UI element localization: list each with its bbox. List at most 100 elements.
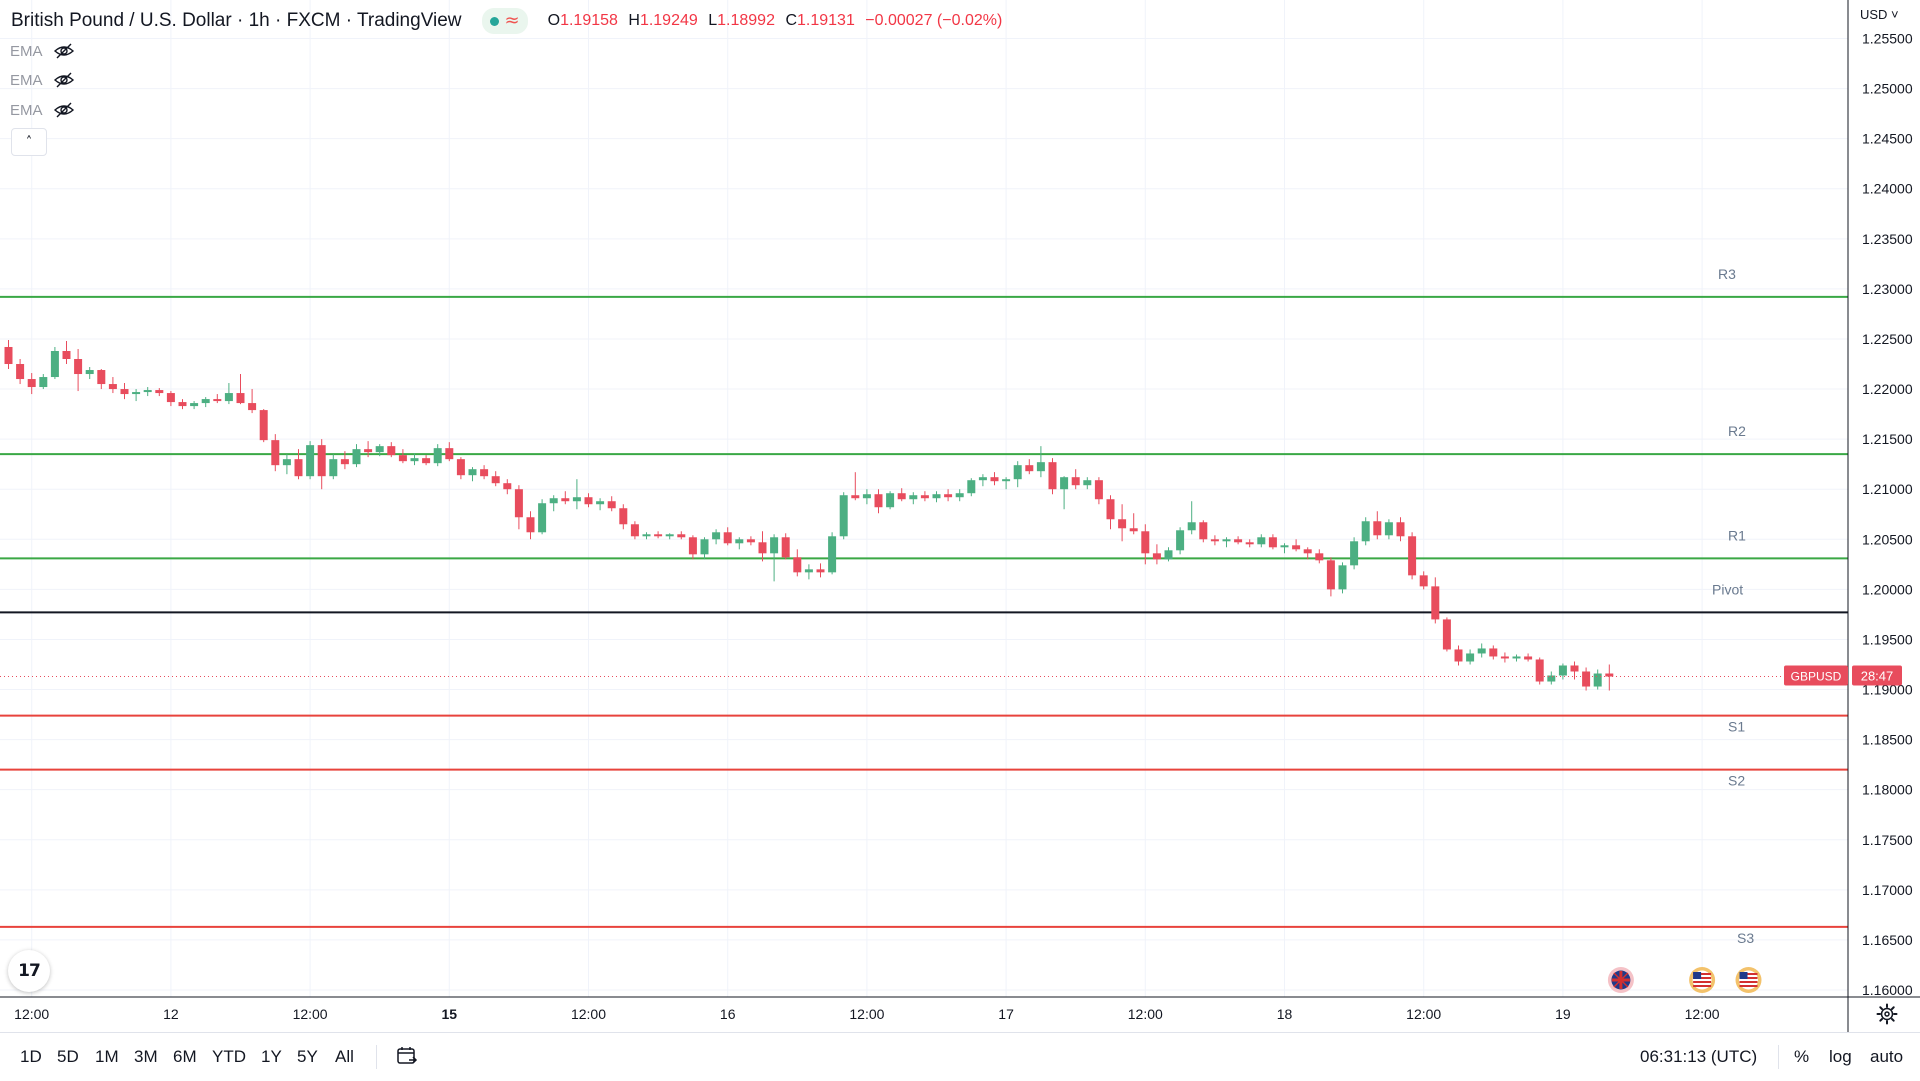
candle-body	[1361, 521, 1370, 542]
collapse-indicators-button[interactable]: ˄	[11, 128, 47, 156]
price-tick-label: 1.25500	[1862, 31, 1913, 47]
candle-body	[1106, 499, 1115, 520]
candle-body	[178, 402, 187, 407]
candle-body	[1083, 480, 1092, 486]
candle-body	[329, 459, 338, 477]
price-tick-label: 1.18500	[1862, 732, 1913, 748]
candle-body	[398, 455, 407, 462]
range-1m-button[interactable]: 1M	[95, 1047, 119, 1066]
candle-body	[155, 390, 164, 394]
price-tick-label: 1.24500	[1862, 131, 1913, 147]
candle-body	[886, 493, 895, 508]
candle-body	[1442, 619, 1451, 650]
candle-body	[561, 498, 570, 502]
low-label: L	[708, 12, 718, 29]
candle-body	[74, 359, 83, 375]
price-tick-label: 1.22500	[1862, 331, 1913, 347]
candle-body	[1245, 542, 1254, 545]
candle-body	[132, 392, 141, 395]
candle-body	[236, 393, 245, 404]
candle-body	[97, 370, 106, 385]
candle-body	[1535, 659, 1544, 682]
candle-body	[352, 449, 361, 465]
us-flag-icon[interactable]	[1735, 967, 1762, 993]
candle-body	[1222, 539, 1231, 542]
range-1y-button[interactable]: 1Y	[261, 1047, 282, 1066]
currency-selector[interactable]: USD ˅	[1860, 7, 1899, 22]
candle-body	[1500, 656, 1509, 659]
level-label-s3: S3	[1737, 930, 1754, 946]
candle-body	[816, 569, 825, 573]
candle-body	[862, 494, 871, 499]
level-label-pivot: Pivot	[1712, 581, 1743, 597]
candle-body	[445, 448, 454, 460]
candle-body	[978, 477, 987, 481]
candle-body	[839, 495, 848, 537]
auto-scale-toggle[interactable]: auto	[1870, 1047, 1904, 1066]
candle-body	[259, 410, 268, 441]
chevron-up-icon: ˄	[25, 134, 33, 150]
range-6m-button[interactable]: 6M	[173, 1047, 197, 1066]
bottom-toolbar: 1D 5D 1M 3M 6M YTD 1Y 5Y All 06:31:13 (U…	[0, 1032, 1920, 1081]
candle-body	[538, 503, 547, 533]
indicator-ema-1[interactable]: EMA	[10, 39, 75, 63]
utc-clock[interactable]: 06:31:13 (UTC)	[1640, 1047, 1758, 1066]
candle-body	[1582, 671, 1591, 687]
range-3m-button[interactable]: 3M	[134, 1047, 158, 1066]
candle-body	[306, 445, 315, 477]
candle-body	[422, 458, 431, 464]
price-chart[interactable]: R3 R2 R1 Pivot S1 S2 S3 1.25500 1.25000 1.24500 1.…	[0, 0, 1920, 1032]
candle-body	[1524, 656, 1533, 660]
candle-body	[770, 537, 779, 554]
level-label-s2: S2	[1728, 773, 1745, 789]
candle-body	[1118, 519, 1127, 529]
candle-body	[932, 494, 941, 499]
time-tick-label: 16	[720, 1006, 736, 1022]
price-tick-label: 1.20500	[1862, 531, 1913, 547]
range-all-button[interactable]: All	[335, 1047, 354, 1066]
settings-gear-icon[interactable]	[1876, 1003, 1898, 1025]
candle-body	[572, 497, 581, 502]
candle-body	[619, 508, 628, 525]
eye-off-icon[interactable]	[53, 42, 75, 60]
eye-off-icon[interactable]	[53, 101, 75, 119]
candle-body	[758, 542, 767, 554]
range-1d-button[interactable]: 1D	[20, 1047, 42, 1066]
candle-body	[1292, 545, 1301, 550]
indicator-ema-3[interactable]: EMA	[10, 98, 75, 122]
candle-body	[143, 390, 152, 393]
candle-body	[1338, 565, 1347, 590]
candle-body	[1152, 553, 1161, 560]
low-value: 1.18992	[717, 12, 775, 29]
eye-off-icon[interactable]	[53, 71, 75, 89]
candle-body	[712, 532, 721, 540]
symbol-tag-label: GBPUSD	[1791, 670, 1842, 684]
range-5d-button[interactable]: 5D	[57, 1047, 79, 1066]
uk-flag-icon[interactable]	[1607, 967, 1634, 993]
market-status-pill[interactable]: ≈	[481, 8, 528, 34]
percent-scale-toggle[interactable]: %	[1794, 1047, 1810, 1066]
candle-body	[955, 493, 964, 498]
price-tick-label: 1.21500	[1862, 431, 1913, 447]
time-tick-label: 12:00	[1685, 1006, 1720, 1022]
data-delay-icon: ≈	[504, 10, 520, 31]
candle-body	[1210, 539, 1219, 542]
log-scale-toggle[interactable]: log	[1829, 1047, 1852, 1066]
candle-body	[248, 403, 257, 411]
tradingview-logo[interactable]: 17	[8, 950, 50, 992]
symbol-title[interactable]: British Pound / U.S. Dollar · 1h · FXCM …	[11, 10, 462, 31]
indicator-ema-2[interactable]: EMA	[10, 68, 75, 92]
time-tick-label: 12:00	[14, 1006, 49, 1022]
range-5y-button[interactable]: 5Y	[297, 1047, 318, 1066]
date-range-calendar-icon[interactable]	[396, 1045, 418, 1067]
candle-body	[920, 495, 929, 499]
price-tick-label: 1.18000	[1862, 782, 1913, 798]
bar-countdown-label: 28:47	[1861, 669, 1894, 684]
range-ytd-button[interactable]: YTD	[212, 1047, 246, 1066]
us-flag-icon[interactable]	[1689, 967, 1716, 993]
toolbar-divider	[1778, 1045, 1779, 1069]
candle-body	[190, 403, 199, 407]
candle-body	[1477, 648, 1486, 654]
time-tick-label: 17	[998, 1006, 1014, 1022]
level-label-s1: S1	[1728, 719, 1745, 735]
